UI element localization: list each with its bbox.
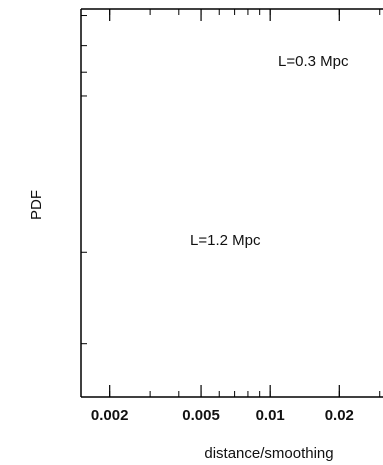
y-axis-title: PDF — [28, 190, 45, 220]
axis-ticks — [81, 9, 381, 397]
x-tick-label: 0.005 — [182, 407, 220, 424]
axes-frame — [80, 8, 383, 398]
annotation-l12: L=1.2 Mpc — [190, 232, 261, 249]
annotation-l03: L=0.3 Mpc — [278, 53, 349, 70]
x-tick-label: 0.002 — [91, 407, 129, 424]
x-tick-label: 0.01 — [256, 407, 285, 424]
x-tick-label: 0.02 — [325, 407, 354, 424]
x-axis-title: distance/smoothing — [204, 445, 333, 462]
